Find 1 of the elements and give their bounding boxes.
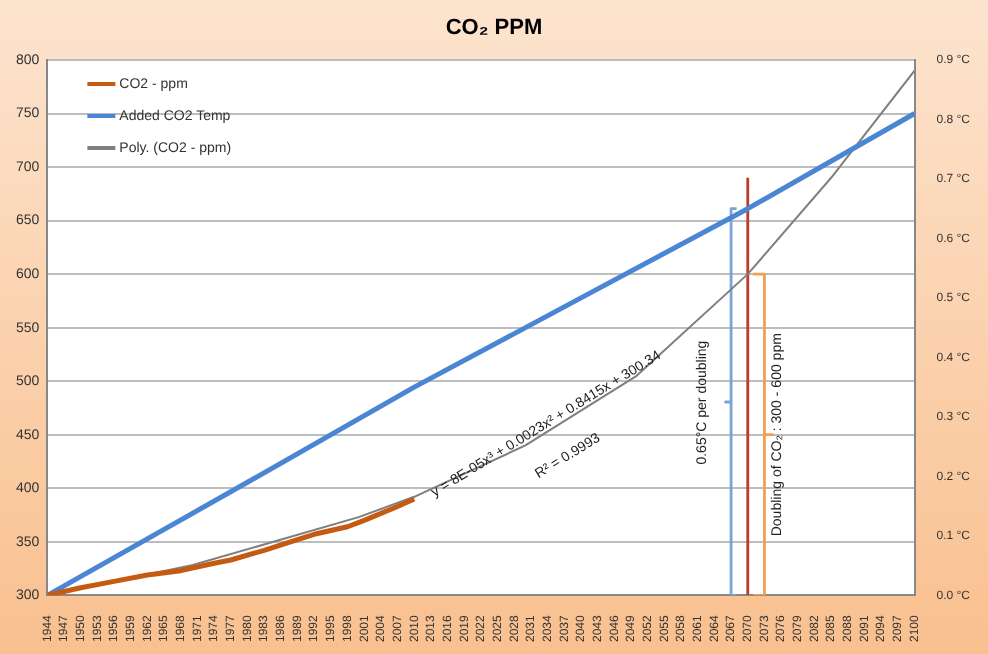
chart-title: CO₂ PPM <box>445 16 543 41</box>
